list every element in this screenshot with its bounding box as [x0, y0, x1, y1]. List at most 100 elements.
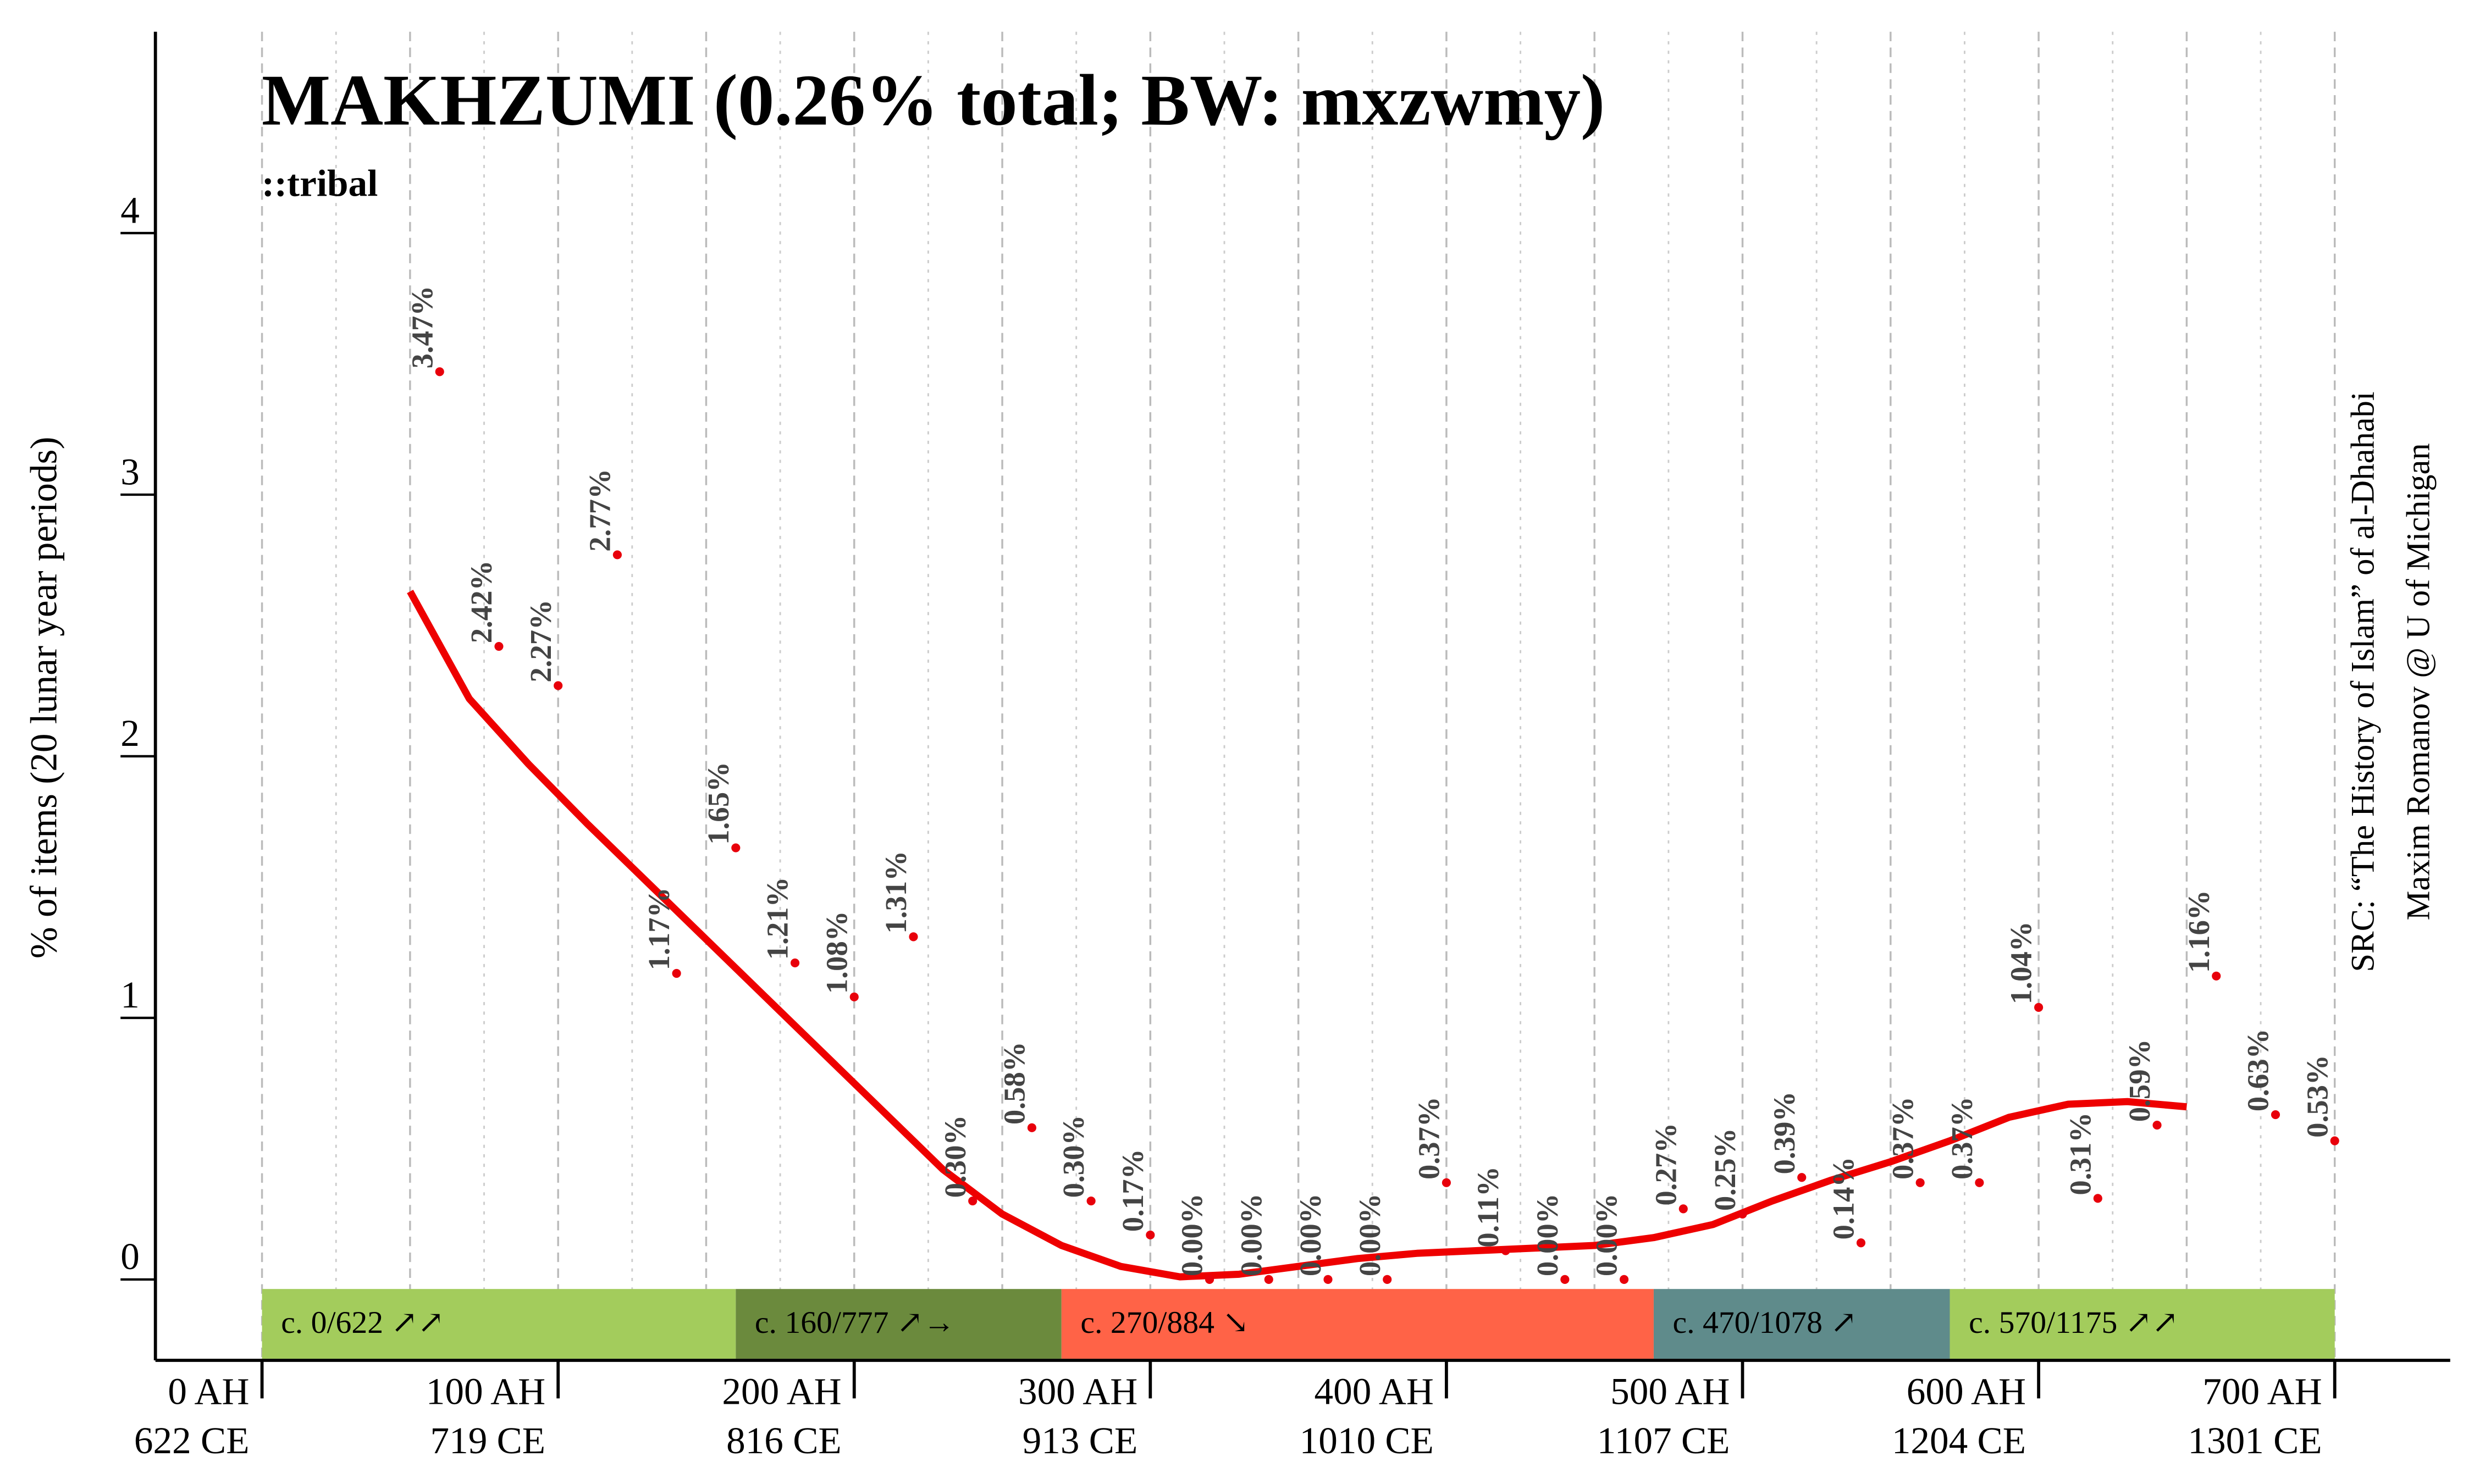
value-label: 2.27%: [524, 600, 557, 683]
data-point: [849, 992, 859, 1001]
data-point: [435, 367, 444, 376]
value-label: 0.53%: [2300, 1055, 2334, 1138]
y-tick-label: 3: [120, 450, 140, 492]
period-label: c. 160/777 ↗→: [755, 1305, 955, 1340]
period-label: c. 270/884 ↘: [1080, 1305, 1249, 1340]
data-point: [2152, 1120, 2162, 1130]
x-tick-label-ce: 1010 CE: [1300, 1419, 1434, 1461]
value-label: 0.17%: [1116, 1149, 1150, 1232]
data-point: [790, 958, 800, 968]
data-point: [494, 641, 504, 651]
trend-line: [407, 589, 2187, 1281]
data-point: [1205, 1275, 1214, 1284]
value-label: 0.37%: [1945, 1097, 1979, 1180]
x-tick-label: 700 AH: [2202, 1370, 2322, 1412]
value-label: 3.47%: [405, 286, 439, 369]
y-tick-label: 0: [120, 1235, 140, 1277]
marks: 3.47% 2.42% 2.27% 2.77% 1.17% 1.65% 1.21% 1.08%…: [405, 286, 2339, 1284]
data-point: [1975, 1178, 1984, 1187]
value-label: 0.37%: [1412, 1097, 1446, 1180]
value-label: 0.00%: [1531, 1193, 1564, 1276]
author-text: Maxim Romanov @ U of Michigan: [2400, 443, 2437, 920]
x-tick-label: 0 AH: [168, 1370, 249, 1412]
x-tick-label: 600 AH: [1907, 1370, 2026, 1412]
data-point: [1027, 1123, 1036, 1132]
value-label: 1.08%: [820, 911, 853, 994]
value-label: 1.65%: [702, 762, 735, 845]
x-tick-label-ce: 1204 CE: [1892, 1419, 2026, 1461]
data-point: [1560, 1275, 1570, 1284]
data-point: [1323, 1275, 1333, 1284]
data-point: [1856, 1238, 1866, 1248]
x-tick-label-ce: 816 CE: [726, 1419, 842, 1461]
data-point: [1501, 1246, 1510, 1255]
period-bands: c. 0/622 ↗↗ c. 160/777 ↗→ c. 270/884 ↘ c. 4…: [262, 1289, 2335, 1359]
value-label: 0.37%: [1886, 1097, 1919, 1180]
x-tick-label-ce: 1301 CE: [2188, 1419, 2322, 1461]
data-point: [1620, 1275, 1629, 1284]
data-point: [1915, 1178, 1925, 1187]
x-tick-label: 500 AH: [1610, 1370, 1730, 1412]
chart-title: MAKHZUMI (0.26% total; BW: mxzwmy): [262, 60, 1605, 141]
value-label: 0.58%: [998, 1042, 1031, 1125]
value-label: 1.17%: [642, 888, 676, 971]
data-point: [1146, 1230, 1155, 1240]
value-label: 0.39%: [1768, 1092, 1801, 1175]
data-point: [2212, 971, 2221, 981]
data-point: [2271, 1110, 2280, 1120]
period-label: c. 0/622 ↗↗: [281, 1305, 444, 1340]
period-label: c. 570/1175 ↗↗: [1969, 1305, 2178, 1340]
value-label: 0.00%: [1590, 1193, 1623, 1276]
x-tick-label-ce: 1107 CE: [1597, 1419, 1730, 1461]
value-label: 1.31%: [879, 851, 913, 934]
value-label: 0.27%: [1649, 1123, 1682, 1206]
value-label: 0.14%: [1827, 1157, 1860, 1240]
data-point: [2093, 1194, 2102, 1203]
data-point: [731, 843, 741, 852]
period-band: [1061, 1289, 1654, 1359]
x-tick-label: 400 AH: [1315, 1370, 1434, 1412]
value-label: 0.00%: [1353, 1193, 1387, 1276]
data-point: [612, 550, 622, 560]
data-point: [1442, 1178, 1451, 1187]
x-tick-label: 100 AH: [426, 1370, 545, 1412]
period-band: [1653, 1289, 1950, 1359]
data-point: [1738, 1209, 1747, 1219]
value-label: 0.00%: [1294, 1193, 1327, 1276]
grid: [261, 31, 2336, 1360]
value-label: 1.16%: [2182, 890, 2216, 973]
data-point: [1383, 1275, 1392, 1284]
value-label: 1.21%: [761, 877, 794, 960]
period-band: [262, 1289, 736, 1359]
value-label: 0.31%: [2063, 1112, 2097, 1195]
data-point: [2330, 1136, 2339, 1145]
x-tick-label: 200 AH: [722, 1370, 841, 1412]
chart-subtitle: ::tribal: [262, 162, 378, 204]
value-label: 2.42%: [465, 561, 498, 644]
value-label: 0.59%: [2123, 1039, 2156, 1122]
source-text: SRC: “The History of Islam” of al-Dhahab…: [2345, 391, 2382, 972]
value-label: 0.63%: [2241, 1029, 2275, 1112]
y-tick-label: 1: [120, 973, 140, 1016]
value-label: 0.11%: [1471, 1166, 1505, 1248]
period-band: [736, 1289, 1062, 1359]
data-point: [2034, 1003, 2044, 1012]
period-label: c. 470/1078 ↗: [1673, 1305, 1857, 1340]
x-tick-label-ce: 719 CE: [430, 1419, 545, 1461]
x-tick-label-ce: 622 CE: [134, 1419, 250, 1461]
x-tick-label-ce: 913 CE: [1023, 1419, 1138, 1461]
value-label: 0.30%: [938, 1115, 972, 1198]
data-point: [1678, 1204, 1688, 1214]
data-point: [1797, 1173, 1807, 1182]
data-point: [672, 968, 681, 978]
period-band: [1950, 1289, 2335, 1359]
data-point: [1264, 1275, 1273, 1284]
y-axis-label: % of items (20 lunar year periods): [22, 436, 64, 959]
value-label: 0.00%: [1175, 1193, 1209, 1276]
data-point: [968, 1197, 978, 1206]
value-label: 1.04%: [2004, 921, 2038, 1004]
x-tick-label: 300 AH: [1018, 1370, 1137, 1412]
value-label: 0.30%: [1057, 1115, 1090, 1198]
data-point: [1086, 1197, 1096, 1206]
